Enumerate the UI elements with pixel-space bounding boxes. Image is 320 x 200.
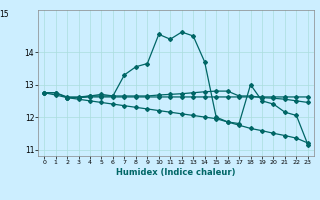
X-axis label: Humidex (Indice chaleur): Humidex (Indice chaleur) [116,168,236,177]
Text: 15: 15 [0,10,9,19]
